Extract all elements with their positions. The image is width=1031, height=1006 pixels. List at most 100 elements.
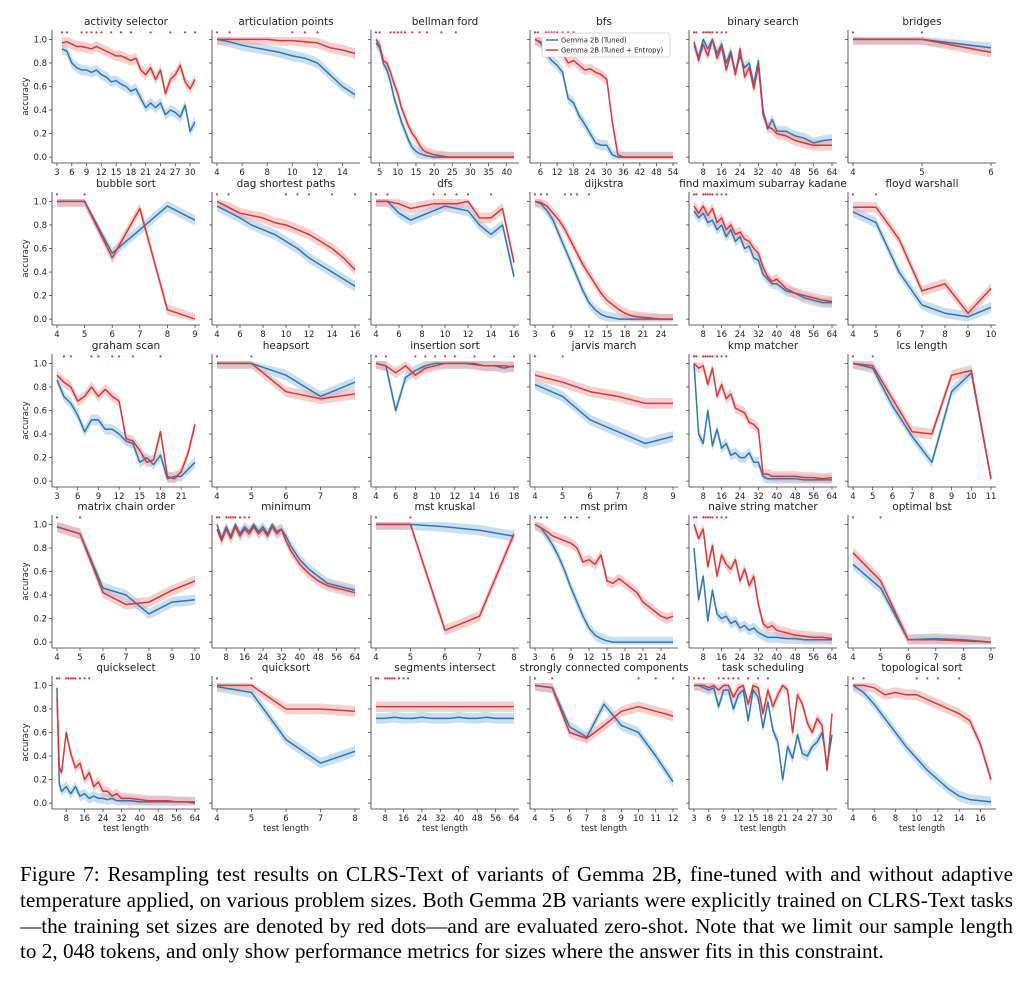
x-tick-label: 48 [790,168,801,178]
x-tick-label: 12 [312,168,323,178]
x-tick-label: 16 [716,653,727,663]
panel-quicksort: quicksort 4 5 6 7 8 test length [209,662,360,834]
series-line-entropy [376,523,515,632]
series-line-tuned [216,523,356,592]
x-tick-label: 40 [134,814,145,824]
train-size-dot [871,355,874,358]
x-tick-label: 9 [568,330,573,340]
x-tick-label: 10 [430,492,441,502]
ci-band-entropy [57,199,195,322]
train-size-dot [440,31,443,34]
x-tick-label: 6 [587,492,592,502]
x-tick-label: 6 [393,492,398,502]
train-size-dot [563,193,567,196]
ci-band-entropy [535,37,673,160]
x-tick-label: 18 [126,168,137,178]
panel-topological-sort: topological sort 4 6 8 10 12 14 16 test length [845,662,996,834]
x-tick-label: 6 [538,168,543,178]
x-axis-label: test length [263,824,309,834]
y-tick-label: 1.0 [33,681,47,691]
panel-find-maximum-subarray-kadane: find maximum subarray kadane 8 16 24 32 40 48 5… [679,178,847,340]
train-size-dot [489,193,493,196]
ci-band-entropy [535,683,673,744]
train-size-dot [732,677,735,680]
x-tick-label: 48 [790,492,801,502]
panel-title: minimum [261,501,311,513]
x-tick-label: 24 [656,330,667,340]
x-tick-label: 6 [100,653,105,663]
ci-band-entropy [217,683,355,717]
train-size-dot [374,516,378,519]
x-tick-label: 12 [584,653,595,663]
panel-title: bfs [596,16,612,28]
panel-bridges: bridges 4 5 6 [845,16,996,178]
ci-band-entropy [217,37,355,59]
train-size-dot [851,193,855,196]
panel-title: segments intersect [394,662,495,674]
ci-band-tuned [57,374,195,484]
x-tick-label: 7 [933,653,938,663]
x-tick-label: 8 [352,814,357,824]
train-size-dot [711,355,714,358]
x-tick-label: 6 [872,814,877,824]
train-size-dot [97,355,100,358]
y-tick-label: 0.2 [33,615,47,625]
x-tick-label: 40 [501,168,512,178]
panel-articulation-points: articulation points 4 6 8 10 12 14 [209,16,360,178]
x-tick-label: 16 [79,814,90,824]
train-size-dot [915,677,918,680]
x-tick-label: 5 [249,492,254,502]
train-size-dot [533,516,537,519]
train-size-dot [766,677,770,680]
train-size-dot [722,677,725,680]
x-tick-label: 16 [489,492,500,502]
train-size-dot [397,677,401,680]
train-size-dot [697,677,701,680]
series-line-tuned [852,362,992,479]
x-tick-label: 6 [396,330,401,340]
series-line-entropy [534,374,673,405]
train-size-dot [637,677,640,680]
x-tick-label: 30 [822,814,833,824]
x-tick-label: 4 [532,492,537,502]
panel-title: lcs length [897,340,948,352]
x-tick-label: 9 [988,653,993,663]
y-tick-label: 0.4 [33,591,47,601]
x-tick-label: 24 [735,492,746,502]
train-size-dot [69,677,72,680]
train-size-dot [391,677,394,680]
train-size-dot [545,516,549,519]
x-tick-label: 12 [933,814,944,824]
train-size-dot [72,677,75,680]
x-tick-label: 9 [721,814,726,824]
x-tick-label: 8 [700,653,705,663]
train-size-dot [725,31,728,34]
x-tick-label: 32 [435,814,446,824]
train-size-dot [575,193,579,196]
x-tick-label: 6 [283,814,288,824]
x-tick-label: 56 [808,168,819,178]
x-tick-label: 10 [287,168,298,178]
train-size-dot [353,193,357,196]
y-tick-label: 1.0 [33,197,47,207]
x-tick-label: 8 [942,330,947,340]
ci-band-tuned [853,559,991,645]
train-size-dot [879,516,882,519]
train-size-dot [218,516,221,519]
y-tick-label: 0.0 [33,799,47,809]
x-tick-label: 42 [634,168,645,178]
panel-segments-intersect: segments intersect 8 16 24 32 40 48 56 64 test le… [368,662,519,834]
panel-title: naive string matcher [708,501,818,513]
train-size-dot [569,516,573,519]
panel-dfs: dfs 4 6 8 10 12 14 16 [368,178,519,340]
panel-title: jarvis march [571,340,637,352]
x-tick-label: 12 [584,330,595,340]
train-size-dot [455,193,458,196]
train-size-dot [215,193,219,196]
train-size-dot [533,355,537,358]
panel-minimum: minimum 8 16 24 32 40 48 56 64 [209,501,360,663]
series-line-tuned [693,547,832,641]
train-size-dot [414,355,417,358]
series-line-tuned [376,200,515,277]
